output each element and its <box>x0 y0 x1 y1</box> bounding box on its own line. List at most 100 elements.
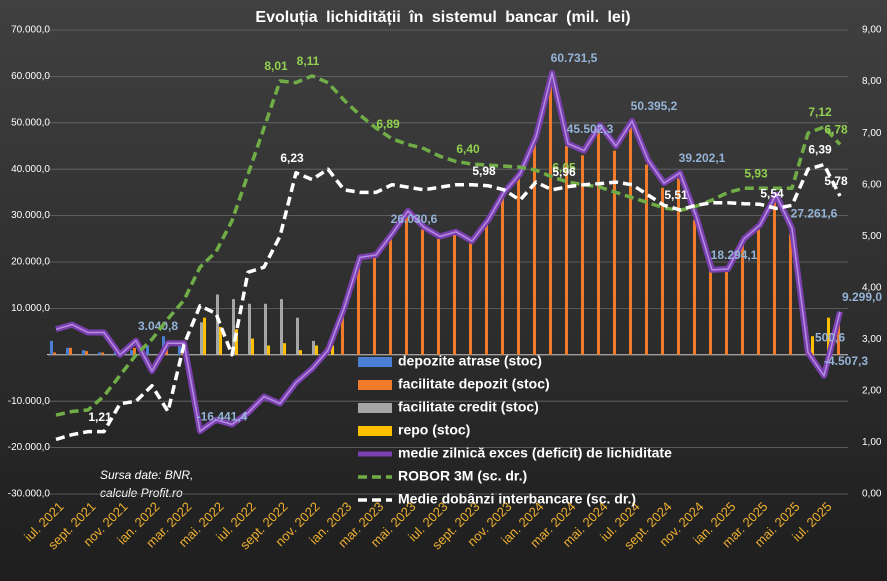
bar <box>677 178 680 355</box>
legend-swatch <box>358 403 392 413</box>
bar <box>283 343 286 355</box>
annotation: Sursa date: BNR, <box>100 468 193 482</box>
bar <box>130 350 133 355</box>
data-label: 6,78 <box>824 123 848 137</box>
bar <box>693 220 696 355</box>
bar <box>709 271 712 355</box>
bar <box>405 215 408 355</box>
bar <box>66 347 69 355</box>
bar <box>581 155 584 355</box>
bar <box>565 146 568 355</box>
bar <box>811 336 814 355</box>
bar <box>312 340 315 355</box>
data-label: 5,51 <box>664 188 688 202</box>
bar <box>837 317 840 355</box>
bar <box>165 350 168 355</box>
bar <box>661 187 664 355</box>
data-label: 6,40 <box>456 142 480 156</box>
bar <box>373 257 376 355</box>
bar <box>485 224 488 355</box>
bar <box>219 326 222 355</box>
data-label: 5,93 <box>744 166 768 180</box>
data-label: 45.502,3 <box>567 122 614 136</box>
bar <box>421 229 424 355</box>
data-label: 6,39 <box>808 143 832 157</box>
bar <box>267 345 270 355</box>
y-tick-label: 60.000,0 <box>11 71 50 82</box>
data-label: 8,01 <box>264 59 288 73</box>
legend-label: facilitate depozit (stoc) <box>398 376 550 392</box>
bar <box>251 338 254 355</box>
bar <box>50 340 53 355</box>
data-label: 5,54 <box>760 187 784 201</box>
y2-tick-label: 1,00 <box>862 437 882 448</box>
data-label: -4.507,3 <box>824 354 868 368</box>
bar <box>725 271 728 355</box>
bar <box>296 317 299 355</box>
y2-tick-label: 3,00 <box>862 334 882 345</box>
bar <box>248 303 251 355</box>
line-series-highlight <box>55 72 841 432</box>
y-tick-label: -10.000,0 <box>8 396 51 407</box>
data-label: 5,96 <box>552 165 576 179</box>
y2-tick-label: 2,00 <box>862 386 882 397</box>
data-label: 1,21 <box>88 410 112 424</box>
bar <box>85 351 88 355</box>
bar <box>629 127 632 355</box>
data-label: 27.261,6 <box>791 206 838 220</box>
data-label: 3.040,8 <box>138 319 178 333</box>
data-label: 5,78 <box>824 174 848 188</box>
bar <box>146 345 149 355</box>
bar <box>203 317 206 355</box>
legend-label: depozite atrase (stoc) <box>398 353 542 369</box>
bar <box>613 150 616 355</box>
bar <box>235 329 238 355</box>
data-label: 39.202,1 <box>679 151 726 165</box>
bar <box>501 197 504 355</box>
y-tick-label: 10.000,0 <box>11 303 50 314</box>
bar <box>331 345 334 355</box>
data-label: 18.294,1 <box>711 248 758 262</box>
bar <box>597 132 600 355</box>
data-label: -16.441,4 <box>197 409 248 423</box>
bar <box>357 262 360 355</box>
bar <box>101 352 104 355</box>
bar <box>741 243 744 355</box>
bar <box>98 352 101 355</box>
bar <box>827 317 830 355</box>
bar <box>264 303 267 355</box>
bar <box>299 350 302 355</box>
legend-label: medie zilnică exces (deficit) de lichidi… <box>398 445 672 461</box>
bar <box>341 313 344 355</box>
data-label: 500,6 <box>815 331 845 345</box>
bar <box>53 352 56 355</box>
y2-tick-label: 5,00 <box>862 231 882 242</box>
data-label: 8,11 <box>297 54 320 68</box>
data-label: 5,98 <box>472 164 496 178</box>
bar <box>216 294 219 355</box>
bar <box>437 238 440 355</box>
legend-label: facilitate credit (stoc) <box>398 399 539 415</box>
legend-label: ROBOR 3M (sc. dr.) <box>398 468 527 484</box>
line-series <box>55 74 842 417</box>
y-tick-label: 50.000,0 <box>11 117 50 128</box>
legend-label: Medie dobânzi interbancare (sc. dr.) <box>398 491 636 507</box>
line-series <box>55 162 842 442</box>
y-tick-label: 20.000,0 <box>11 257 50 268</box>
y-tick-label: -30.000,0 <box>8 489 51 500</box>
y-tick-label: -20.000,0 <box>8 442 51 453</box>
bar <box>133 347 136 355</box>
bar <box>200 322 203 355</box>
bar <box>82 350 85 355</box>
bar <box>178 340 181 355</box>
y2-tick-label: 4,00 <box>862 282 882 293</box>
bar <box>645 164 648 355</box>
y-tick-label: 40.000,0 <box>11 164 50 175</box>
legend-label: repo (stoc) <box>398 422 470 438</box>
data-label: 9.299,0 <box>842 290 882 304</box>
bar <box>533 141 536 355</box>
data-label: 7,12 <box>808 105 832 119</box>
bar <box>517 178 520 355</box>
